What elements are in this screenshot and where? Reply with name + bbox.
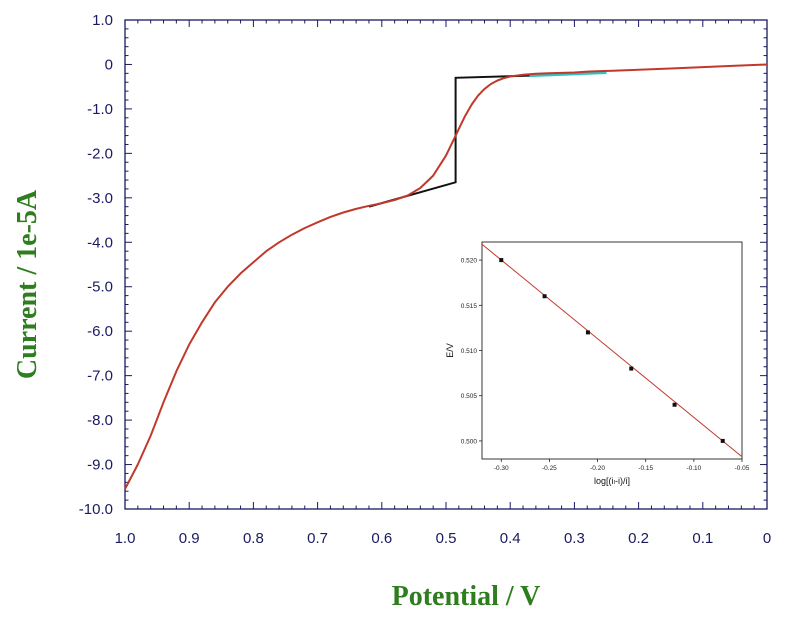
y-tick-label: -2.0 [87, 145, 113, 162]
x-tick-label: 0.5 [436, 530, 457, 547]
y-tick-label: -8.0 [87, 412, 113, 429]
inset-series-layer [481, 243, 743, 458]
x-tick-label: 0.9 [179, 530, 200, 547]
inset-data-point [629, 366, 634, 371]
inset-x-tick-label: -0.10 [686, 465, 701, 472]
inset-x-tick-label: -0.20 [590, 465, 605, 472]
x-axis-title: Potential / V [392, 581, 541, 612]
x-tick-label: 0.3 [564, 530, 585, 547]
voltammogram-curve [124, 63, 768, 490]
inset-y-tick-label: 0.515 [461, 303, 478, 310]
x-tick-label: 0.2 [628, 530, 649, 547]
y-tick-label: -9.0 [87, 457, 113, 474]
main-series-layer [124, 63, 768, 490]
inset-x-axis-title: log[(iₗ-i)/i] [594, 476, 630, 486]
extrapolated-baseline-line [529, 71, 607, 78]
inset-y-tick-label: 0.520 [461, 258, 478, 265]
inset-data-point [585, 330, 590, 335]
y-tick-label: -1.0 [87, 101, 113, 118]
baseline-construction-line [368, 74, 530, 208]
inset-data-point [720, 438, 725, 443]
inset-x-tick-label: -0.30 [494, 465, 509, 472]
x-tick-label: 0.8 [243, 530, 264, 547]
inset-x-tick-label: -0.15 [638, 465, 653, 472]
x-tick-label: 1.0 [115, 530, 136, 547]
x-tick-label: 0.6 [371, 530, 392, 547]
y-tick-label: 1.0 [92, 12, 113, 29]
inset-plot: -0.30 -0.25 -0.20 -0.15 -0.10 -0.05 0.500 0.505… [445, 241, 750, 486]
y-axis-title: Current / 1e-5A [12, 189, 43, 379]
inset-y-tick-label: 0.500 [461, 438, 478, 445]
inset-data-point [672, 402, 677, 407]
inset-fit-line [481, 243, 743, 458]
inset-y-axis-title: E/V [445, 343, 455, 358]
x-tick-label: 0.1 [692, 530, 713, 547]
y-tick-label: 0 [105, 56, 113, 73]
inset-data-point [499, 258, 504, 263]
inset-y-tick-label: 0.505 [461, 393, 478, 400]
main-plot: 1.0 0.9 0.8 0.7 0.6 0.5 0.4 0.3 0.2 0.1 0 1.0 0 -1.0 -… [12, 12, 771, 612]
y-tick-label: -5.0 [87, 279, 113, 296]
inset-y-tick-label: 0.510 [461, 348, 478, 355]
y-tick-label: -10.0 [79, 501, 113, 518]
x-tick-label: 0.4 [500, 530, 521, 547]
inset-x-tick-label: -0.25 [542, 465, 557, 472]
main-axis-ticks: 1.0 0.9 0.8 0.7 0.6 0.5 0.4 0.3 0.2 0.1 0 1.0 0 -1.0 -… [79, 12, 771, 547]
x-tick-label: 0 [763, 530, 771, 547]
y-tick-label: -3.0 [87, 190, 113, 207]
inset-data-point [542, 294, 547, 299]
y-tick-label: -7.0 [87, 368, 113, 385]
inset-x-tick-label: -0.05 [735, 465, 750, 472]
inset-axis-ticks: -0.30 -0.25 -0.20 -0.15 -0.10 -0.05 0.500 0.505… [461, 258, 750, 472]
x-tick-label: 0.7 [307, 530, 328, 547]
y-tick-label: -4.0 [87, 234, 113, 251]
y-tick-label: -6.0 [87, 323, 113, 340]
